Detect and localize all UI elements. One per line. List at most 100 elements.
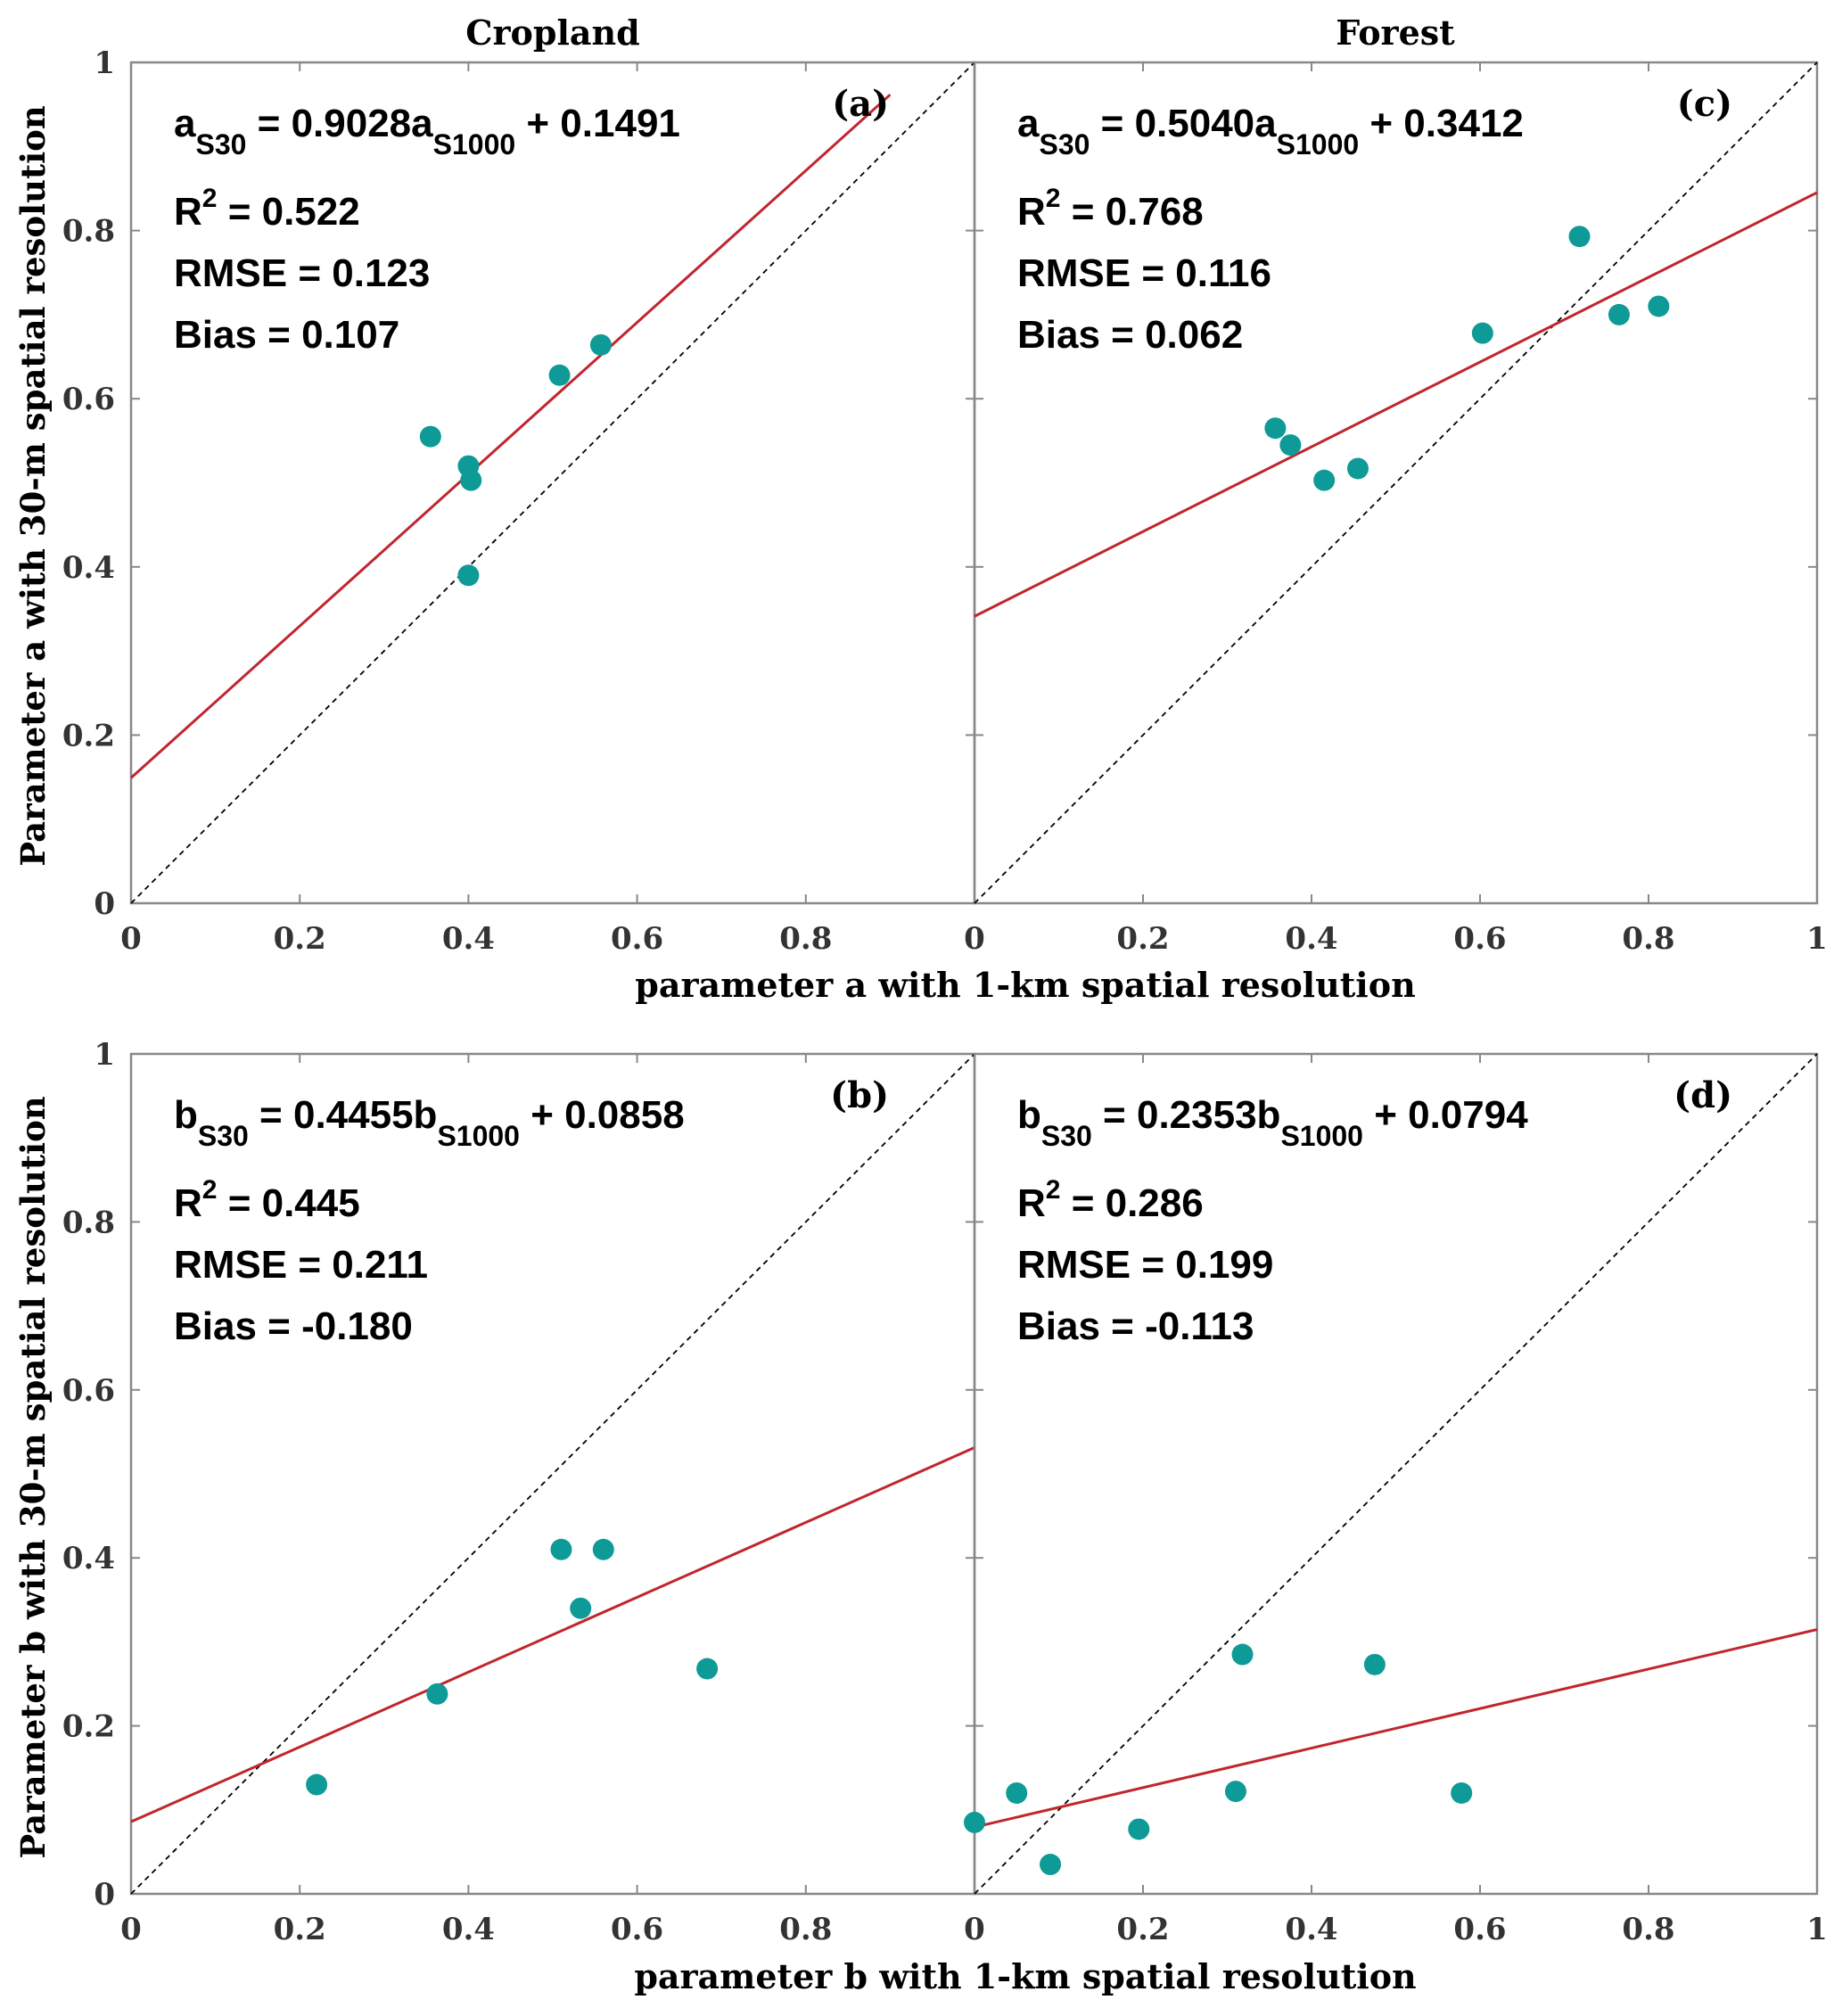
x-tick-label: 0.8 <box>1622 921 1674 957</box>
x-tick-label: 0.6 <box>1453 921 1506 957</box>
x-tick-label: 0.6 <box>611 921 663 957</box>
regression-line <box>974 191 1818 618</box>
panel-b: 0 0.2 0.4 0.6 0.8 0 0.2 0.4 0.6 0.8 1 (b) bS30 = 0.4… <box>62 1037 976 1947</box>
axes-frame <box>973 1052 1819 1896</box>
equation-intercept: + 0.1491 <box>515 102 680 145</box>
r-symbol: R <box>174 1181 202 1225</box>
data-point <box>1040 1854 1062 1876</box>
y-tick-label: 1 <box>94 1037 115 1073</box>
r-superscript: 2 <box>202 184 218 213</box>
data-point <box>592 1538 614 1560</box>
x-tick-label: 0.2 <box>1116 921 1169 957</box>
bias-text: Bias = 0.062 <box>1017 313 1243 357</box>
r-squared-value: = 0.286 <box>1060 1181 1203 1225</box>
data-point <box>1346 457 1369 480</box>
equation-coefficient: = 0.9028a <box>246 102 433 145</box>
data-point <box>589 333 612 356</box>
x-axis-label-top: parameter a with 1-km spatial resolution <box>635 965 1415 1005</box>
one-to-one-line <box>974 1053 1818 1895</box>
data-point <box>1363 1653 1386 1675</box>
r-symbol: R <box>174 190 202 234</box>
rmse-text: RMSE = 0.123 <box>174 251 430 295</box>
data-point <box>419 425 441 448</box>
r-superscript: 2 <box>1046 184 1061 213</box>
x-tick-label: 0.8 <box>779 1912 832 1947</box>
equation-x-subscript: S1000 <box>1280 1120 1363 1152</box>
panel-label: (d) <box>1674 1074 1732 1116</box>
data-point <box>1128 1818 1150 1840</box>
r-squared-value: = 0.522 <box>217 190 359 234</box>
y-tick-label: 0.6 <box>62 1373 115 1409</box>
y-tick-label: 0 <box>94 1877 115 1913</box>
data-point <box>964 1811 985 1833</box>
data-point <box>696 1658 719 1680</box>
data-point <box>1568 226 1591 248</box>
panel-label: (b) <box>830 1074 889 1116</box>
y-tick-label: 0 <box>94 886 115 922</box>
y-tick-label: 0.2 <box>62 718 115 753</box>
y-tick-label: 0.6 <box>62 382 115 417</box>
panel-a: 0 0.2 0.4 0.6 0.8 0 0.2 0.4 0.6 0.8 1 (a) aS30 = 0.9… <box>62 45 976 957</box>
data-point <box>550 1538 572 1560</box>
data-point <box>1279 434 1302 457</box>
r-squared: R2 = 0.445 <box>174 1175 360 1225</box>
one-to-one-line <box>974 62 1818 904</box>
data-point <box>1224 1781 1246 1803</box>
equation-intercept: + 0.0858 <box>520 1093 685 1137</box>
y-axis-label-top: Parameter a with 30-m spatial resolution <box>13 105 53 867</box>
data-point <box>1648 295 1670 317</box>
data-point <box>1231 1643 1254 1666</box>
r-squared: R2 = 0.286 <box>1017 1175 1204 1225</box>
equation-intercept: + 0.0794 <box>1363 1093 1528 1137</box>
equation-lhs-subscript: S30 <box>1039 128 1090 160</box>
x-axis-label-bottom: parameter b with 1-km spatial resolution <box>634 1956 1416 1996</box>
y-tick-label: 0.4 <box>62 1541 115 1576</box>
equation-coefficient: = 0.4455b <box>249 1093 438 1137</box>
regression-equation: bS30 = 0.2353bS1000 + 0.0794 <box>1017 1093 1528 1152</box>
data-point <box>426 1683 448 1705</box>
x-tick-label: 0 <box>120 1912 142 1947</box>
equation-x-subscript: S1000 <box>437 1120 520 1152</box>
y-tick-label: 1 <box>94 45 115 81</box>
equation-lhs: a <box>1017 102 1040 145</box>
axes-frame <box>973 61 1819 905</box>
equation-coefficient: = 0.5040a <box>1090 102 1277 145</box>
y-axis-label-bottom: Parameter b with 30-m spatial resolution <box>13 1096 53 1858</box>
data-point <box>570 1597 592 1619</box>
x-tick-label: 0 <box>120 921 142 957</box>
bias-text: Bias = -0.180 <box>174 1304 413 1348</box>
x-tick-label: 0 <box>964 921 985 957</box>
x-tick-label: 0.8 <box>779 921 832 957</box>
y-tick-label: 0.4 <box>62 550 115 586</box>
one-to-one-line <box>130 62 975 904</box>
data-point <box>460 469 482 491</box>
data-point <box>1471 322 1493 344</box>
equation-coefficient: = 0.2353b <box>1092 1093 1281 1137</box>
equation-lhs-subscript: S30 <box>1041 1120 1092 1152</box>
x-tick-label: 0.8 <box>1622 1912 1674 1947</box>
equation-lhs-subscript: S30 <box>198 1120 249 1152</box>
x-tick-label: 0.4 <box>1285 921 1337 957</box>
x-tick-label: 1 <box>1806 921 1828 957</box>
r-symbol: R <box>1017 190 1046 234</box>
bias-text: Bias = -0.113 <box>1017 1304 1254 1348</box>
x-tick-label: 0.4 <box>1285 1912 1337 1947</box>
x-tick-label: 0.6 <box>611 1912 663 1947</box>
y-tick-label: 0.2 <box>62 1709 115 1745</box>
panel-d: 0 0.2 0.4 0.6 0.8 1 (d) bS30 = 0.2353bS1000 + 0… <box>964 1052 1828 1947</box>
panels-group: 0 0.2 0.4 0.6 0.800.20.40.60.81(a)aS30 = 0.9… <box>62 45 1828 1947</box>
data-point <box>1451 1781 1473 1804</box>
regression-line <box>974 1628 1818 1829</box>
data-point <box>1006 1781 1028 1804</box>
column-title-forest: Forest <box>1336 12 1455 53</box>
data-point <box>1264 417 1287 440</box>
rmse-text: RMSE = 0.116 <box>1017 251 1271 295</box>
r-superscript: 2 <box>202 1175 218 1205</box>
x-tick-label: 0 <box>964 1912 985 1947</box>
x-tick-label: 0.4 <box>442 921 495 957</box>
equation-lhs: b <box>174 1093 198 1137</box>
data-point <box>457 564 480 587</box>
x-tick-label: 0.6 <box>1453 1912 1506 1947</box>
r-squared: R2 = 0.522 <box>174 184 360 234</box>
